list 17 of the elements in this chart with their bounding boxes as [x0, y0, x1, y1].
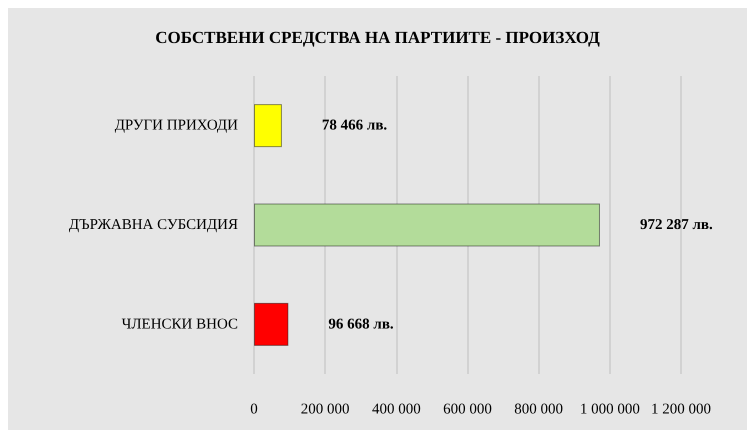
x-tick-label: 1 000 000	[580, 402, 640, 418]
y-tick-label: ДРУГИ ПРИХОДИ	[114, 118, 238, 134]
y-tick-label: ДЪРЖАВНА СУБСИДИЯ	[68, 217, 238, 233]
x-tick-label: 0	[250, 402, 258, 418]
chart-title: СОБСТВЕНИ СРЕДСТВА НА ПАРТИИТЕ - ПРОИЗХОД	[155, 28, 600, 47]
x-tick-label: 800 000	[514, 402, 564, 418]
bar	[254, 302, 288, 346]
y-tick-label: ЧЛЕНСКИ ВНОС	[122, 316, 238, 332]
x-tick-label: 1 200 000	[651, 402, 711, 418]
x-tick-label: 400 000	[372, 402, 421, 418]
x-tick-label: 200 000	[300, 402, 350, 418]
data-label: 972 287 лв.	[640, 217, 713, 233]
x-tick-label: 600 000	[443, 402, 492, 418]
data-label: 96 668 лв.	[328, 316, 394, 332]
data-label: 78 466 лв.	[322, 118, 388, 134]
bar	[254, 104, 282, 148]
bar	[254, 204, 600, 246]
